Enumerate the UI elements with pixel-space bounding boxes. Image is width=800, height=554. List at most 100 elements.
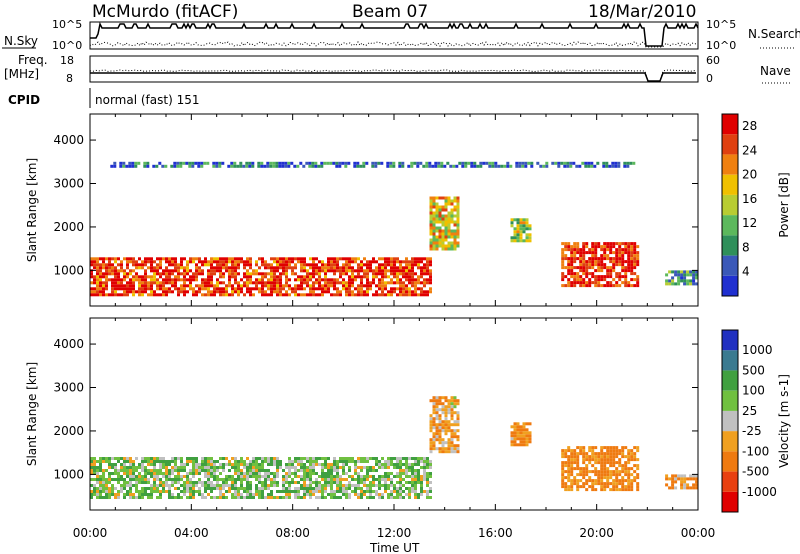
power-cell <box>432 241 436 245</box>
power-cell <box>354 269 357 273</box>
power-cell <box>335 161 339 165</box>
velocity-cell <box>129 460 132 463</box>
velocity-colorbar-swatch <box>722 370 738 391</box>
velocity-cell <box>300 457 303 460</box>
power-cell <box>162 278 165 282</box>
power-cell <box>294 278 297 282</box>
power-cell <box>126 272 129 276</box>
power-cell <box>314 161 318 165</box>
velocity-cell <box>375 457 378 460</box>
power-cell <box>285 281 288 285</box>
power-cell <box>312 266 315 270</box>
power-cell <box>597 284 601 288</box>
power-cell <box>573 281 577 285</box>
power-cell <box>180 272 183 276</box>
velocity-cell <box>108 472 111 475</box>
power-cell <box>447 244 451 248</box>
power-cell <box>584 164 588 168</box>
velocity-cell <box>525 422 529 426</box>
power-cell <box>276 293 279 297</box>
power-cell <box>144 263 147 267</box>
velocity-cell <box>576 461 580 465</box>
power-cell <box>306 281 309 285</box>
velocity-cell <box>399 478 402 481</box>
power-cell <box>366 275 369 279</box>
power-cell <box>356 161 360 165</box>
power-cell <box>621 254 625 258</box>
velocity-cell <box>135 469 138 472</box>
velocity-cell <box>147 463 150 466</box>
power-cell <box>438 205 442 209</box>
power-cell <box>105 269 108 273</box>
power-cell <box>444 223 448 227</box>
velocity-cell <box>276 481 279 484</box>
velocity-cell <box>147 478 150 481</box>
power-cell <box>506 164 510 168</box>
power-cell <box>297 278 300 282</box>
velocity-cell <box>576 446 580 450</box>
freq-unit-label: [MHz] <box>4 67 39 81</box>
power-cell <box>309 257 312 261</box>
velocity-cell <box>117 475 120 478</box>
velocity-cell <box>237 460 240 463</box>
velocity-cell <box>114 463 117 466</box>
power-cell <box>393 266 396 270</box>
power-cell <box>191 161 195 165</box>
power-cell <box>579 257 583 261</box>
velocity-cell <box>324 463 327 466</box>
power-cell <box>432 232 436 236</box>
velocity-cell <box>426 466 429 469</box>
power-cell <box>303 278 306 282</box>
power-cell <box>195 293 198 297</box>
velocity-cell <box>264 481 267 484</box>
power-cell <box>525 224 529 228</box>
velocity-cell <box>408 493 411 496</box>
power-cell <box>204 287 207 291</box>
power-cell <box>186 278 189 282</box>
power-cell <box>438 214 442 218</box>
power-cell <box>186 290 189 294</box>
power-cell <box>246 263 249 267</box>
velocity-cell <box>165 475 168 478</box>
velocity-cell <box>603 470 607 474</box>
power-cell <box>441 205 445 209</box>
velocity-cell <box>588 455 592 459</box>
velocity-cell <box>144 472 147 475</box>
velocity-cell <box>186 463 189 466</box>
velocity-cell <box>312 493 315 496</box>
power-cell <box>408 287 411 291</box>
power-cell <box>219 290 222 294</box>
power-cell <box>432 226 436 230</box>
velocity-cell <box>564 449 568 453</box>
power-cell <box>339 293 342 297</box>
power-cell <box>219 293 222 297</box>
velocity-cell <box>381 478 384 481</box>
power-cell <box>627 248 631 252</box>
velocity-cell <box>576 473 580 477</box>
velocity-cell <box>603 473 607 477</box>
power-cell <box>561 278 565 282</box>
velocity-cell <box>399 472 402 475</box>
velocity-cell <box>357 460 360 463</box>
velocity-cell <box>327 481 330 484</box>
power-cell <box>606 242 610 246</box>
power-cell <box>123 257 126 261</box>
power-cell <box>284 161 288 165</box>
velocity-cell <box>321 484 324 487</box>
velocity-cell <box>609 464 613 468</box>
velocity-cell <box>237 487 240 490</box>
power-cell <box>444 220 448 224</box>
power-cell <box>594 278 598 282</box>
velocity-cell <box>456 435 460 439</box>
power-cell <box>401 164 405 168</box>
power-cell <box>297 287 300 291</box>
velocity-cell <box>246 493 249 496</box>
power-cell <box>381 287 384 291</box>
power-cell <box>432 244 436 248</box>
velocity-cell <box>516 428 520 432</box>
velocity-cell <box>609 488 613 492</box>
power-cell <box>591 245 595 249</box>
velocity-cell <box>390 496 393 499</box>
velocity-cell <box>153 484 156 487</box>
power-cell <box>333 278 336 282</box>
